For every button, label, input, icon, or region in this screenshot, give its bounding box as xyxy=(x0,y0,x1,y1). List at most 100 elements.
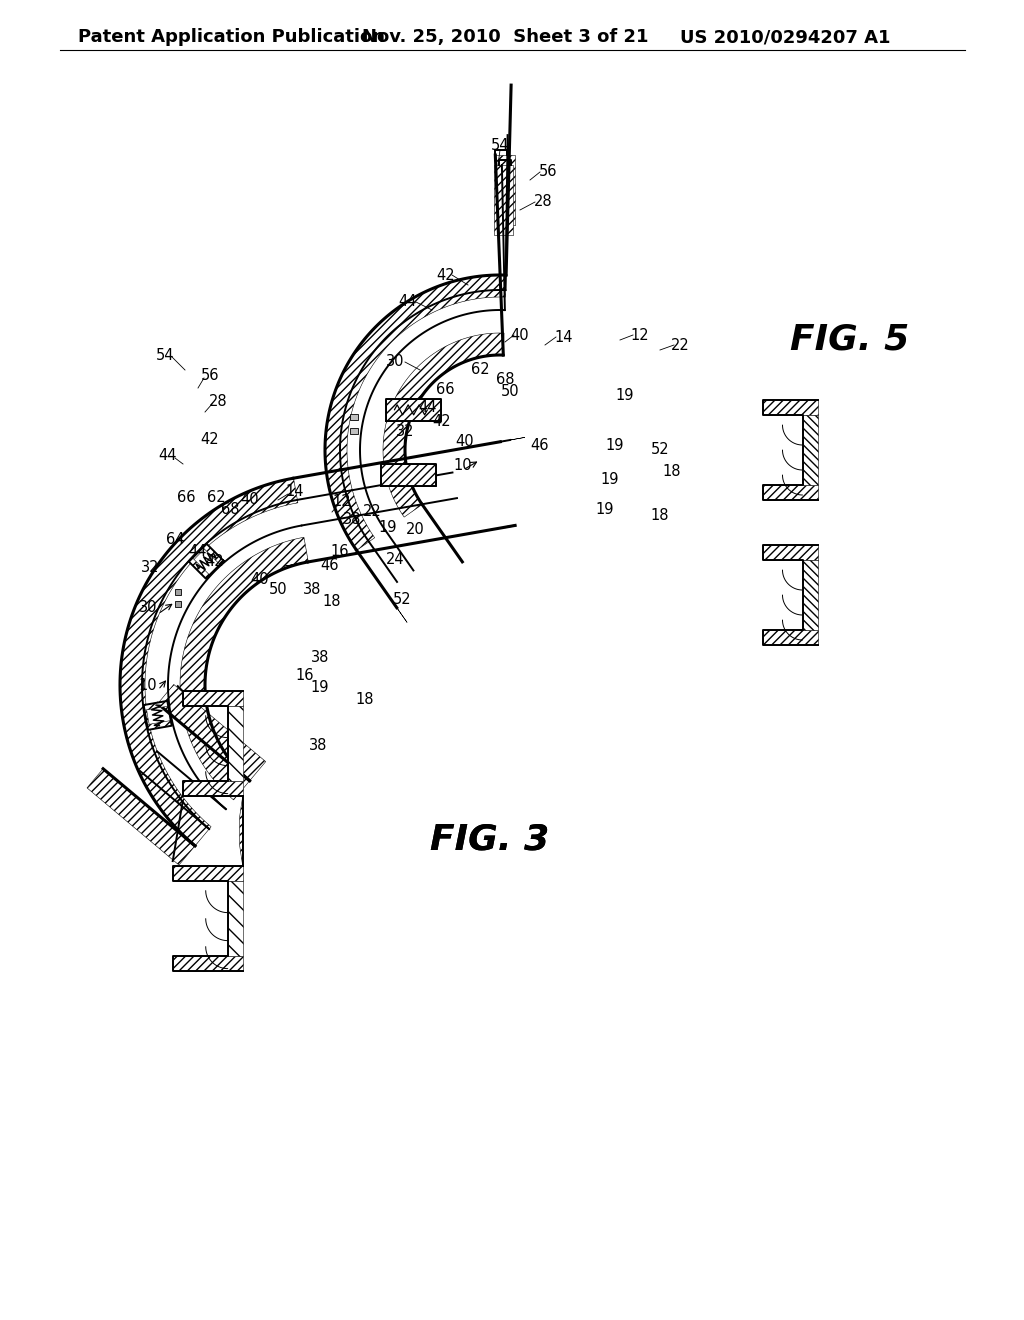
Text: 42: 42 xyxy=(436,268,456,282)
Text: 50: 50 xyxy=(268,582,288,598)
Polygon shape xyxy=(356,550,408,623)
Text: US 2010/0294207 A1: US 2010/0294207 A1 xyxy=(680,28,891,46)
Text: 44: 44 xyxy=(419,400,437,416)
Text: 62: 62 xyxy=(207,491,225,506)
Text: FIG. 3: FIG. 3 xyxy=(430,822,549,857)
Text: 40: 40 xyxy=(241,492,259,507)
Text: 10: 10 xyxy=(138,677,158,693)
Text: 38: 38 xyxy=(311,651,329,665)
Polygon shape xyxy=(381,463,436,486)
Text: 64: 64 xyxy=(166,532,184,548)
Text: 44: 44 xyxy=(188,544,207,560)
Text: 56: 56 xyxy=(539,165,557,180)
Text: Patent Application Publication: Patent Application Publication xyxy=(78,28,385,46)
Text: 22: 22 xyxy=(362,504,381,520)
Text: 54: 54 xyxy=(156,347,174,363)
Polygon shape xyxy=(294,437,525,478)
Text: 28: 28 xyxy=(209,395,227,409)
Text: 42: 42 xyxy=(433,414,452,429)
Polygon shape xyxy=(763,400,817,414)
Text: 18: 18 xyxy=(323,594,341,610)
Text: 32: 32 xyxy=(140,561,160,576)
Text: Nov. 25, 2010  Sheet 3 of 21: Nov. 25, 2010 Sheet 3 of 21 xyxy=(362,28,648,46)
Text: FIG. 3: FIG. 3 xyxy=(430,822,549,857)
Text: 42: 42 xyxy=(201,433,219,447)
Polygon shape xyxy=(182,692,243,706)
Polygon shape xyxy=(173,956,243,972)
Text: 18: 18 xyxy=(650,507,670,523)
Bar xyxy=(350,428,358,434)
Text: 18: 18 xyxy=(663,465,681,479)
Text: 68: 68 xyxy=(221,503,240,517)
Polygon shape xyxy=(803,414,817,484)
Text: 54: 54 xyxy=(490,137,509,153)
Polygon shape xyxy=(383,333,504,517)
Polygon shape xyxy=(158,685,265,780)
Text: 12: 12 xyxy=(631,327,649,342)
Polygon shape xyxy=(763,484,817,500)
Text: 14: 14 xyxy=(286,484,304,499)
Text: 42: 42 xyxy=(206,554,224,569)
Text: 40: 40 xyxy=(511,327,529,342)
Text: 66: 66 xyxy=(177,490,196,504)
Text: 24: 24 xyxy=(386,553,404,568)
Text: 50: 50 xyxy=(501,384,519,400)
Polygon shape xyxy=(803,560,817,630)
Polygon shape xyxy=(325,275,506,550)
Text: 28: 28 xyxy=(534,194,552,210)
Text: 52: 52 xyxy=(392,593,412,607)
Text: 20: 20 xyxy=(406,523,424,537)
Text: 68: 68 xyxy=(496,372,514,388)
Polygon shape xyxy=(284,525,515,566)
Text: 38: 38 xyxy=(303,582,322,598)
Polygon shape xyxy=(227,882,243,956)
Text: 16: 16 xyxy=(296,668,314,682)
Polygon shape xyxy=(386,399,441,421)
Polygon shape xyxy=(203,544,223,565)
Text: FIG. 5: FIG. 5 xyxy=(790,323,909,356)
Text: 14: 14 xyxy=(555,330,573,345)
Polygon shape xyxy=(182,781,243,796)
Text: 40: 40 xyxy=(251,573,269,587)
Text: 18: 18 xyxy=(355,693,374,708)
Text: 52: 52 xyxy=(650,442,670,458)
Text: 30: 30 xyxy=(138,601,158,615)
Polygon shape xyxy=(173,866,243,882)
Text: 66: 66 xyxy=(436,383,455,397)
Text: 46: 46 xyxy=(321,557,339,573)
Bar xyxy=(350,414,358,420)
Text: 44: 44 xyxy=(398,294,417,309)
Polygon shape xyxy=(763,630,817,645)
Text: 22: 22 xyxy=(671,338,689,352)
Text: 38: 38 xyxy=(309,738,328,752)
Polygon shape xyxy=(763,545,817,560)
Polygon shape xyxy=(143,701,168,710)
Text: 12: 12 xyxy=(333,495,351,510)
Text: 44: 44 xyxy=(159,449,177,463)
Text: 40: 40 xyxy=(456,434,474,450)
Polygon shape xyxy=(496,154,515,224)
Polygon shape xyxy=(147,721,172,730)
Text: 38: 38 xyxy=(343,512,361,528)
Text: 46: 46 xyxy=(530,437,549,453)
Polygon shape xyxy=(180,537,308,800)
Polygon shape xyxy=(87,768,195,865)
Text: 19: 19 xyxy=(310,681,330,696)
Text: 19: 19 xyxy=(379,520,397,536)
Polygon shape xyxy=(227,706,243,781)
Bar xyxy=(175,601,181,606)
Bar xyxy=(175,589,181,594)
Text: 32: 32 xyxy=(395,425,415,440)
Text: 19: 19 xyxy=(615,388,634,403)
Polygon shape xyxy=(120,478,298,846)
Text: 56: 56 xyxy=(201,367,219,383)
Text: 10: 10 xyxy=(454,458,472,473)
Text: 19: 19 xyxy=(601,473,620,487)
Polygon shape xyxy=(240,796,243,866)
Polygon shape xyxy=(188,558,210,578)
Polygon shape xyxy=(495,165,513,235)
Text: 19: 19 xyxy=(596,503,614,517)
Text: 19: 19 xyxy=(606,437,625,453)
Text: 62: 62 xyxy=(471,363,489,378)
Text: 30: 30 xyxy=(386,355,404,370)
